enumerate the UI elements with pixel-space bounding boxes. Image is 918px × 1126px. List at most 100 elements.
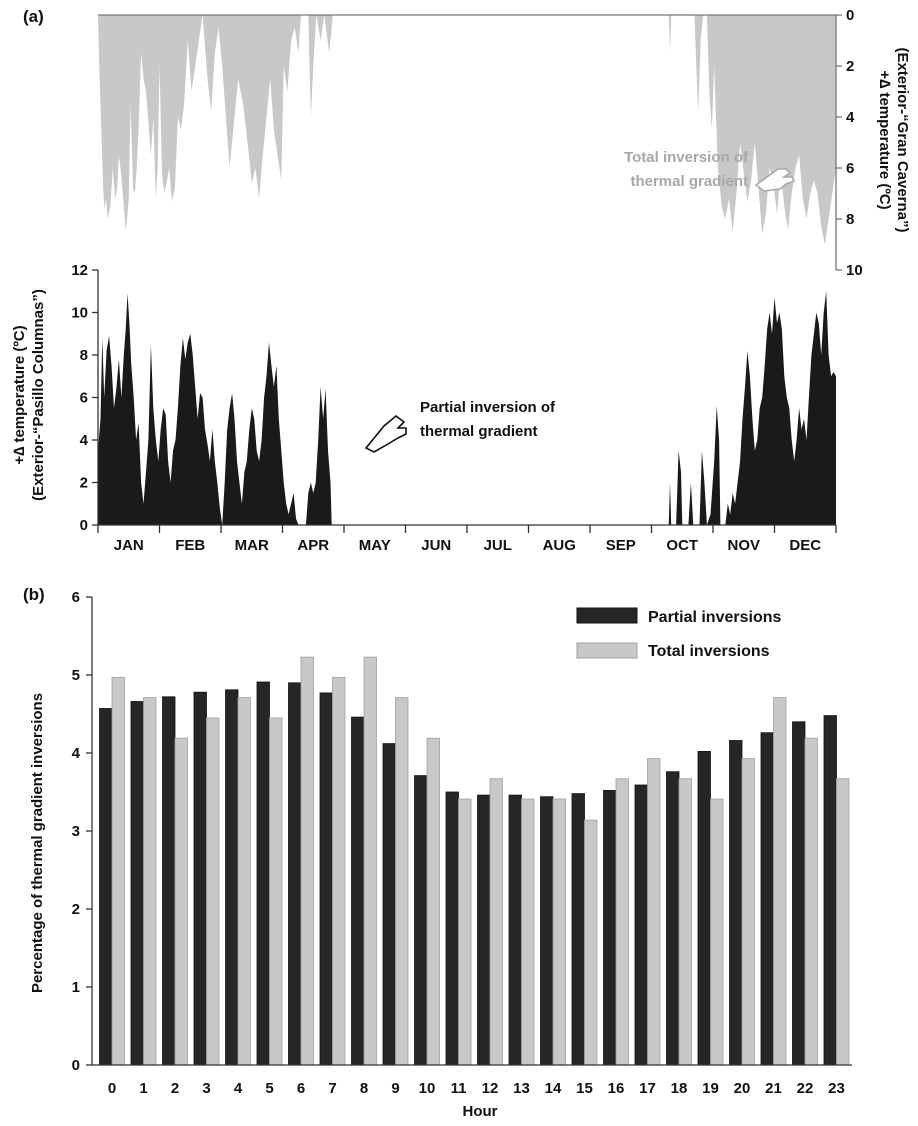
hour-tick-label: 9 [391,1080,399,1097]
bar-partial [256,681,270,1066]
pointing-hand-icon-black [364,414,407,453]
panel-b-label: (b) [23,585,45,604]
legend-swatch-total [576,642,638,659]
bar-partial [666,771,680,1066]
bar-partial [603,790,617,1066]
hour-tick-label: 4 [234,1080,243,1097]
panel-b-y-tick-label: 1 [72,979,80,996]
bar-total [395,697,409,1066]
panel-b-chart: 0 1 2 3 4 5 6 7 8 9 10 11 12 13 14 15 16 17 18 19 20 21 22 2301… [72,589,852,1097]
bar-total [300,656,314,1066]
bar-total [521,798,535,1066]
hour-tick-label: 23 [828,1080,845,1097]
month-label: AUG [543,537,576,554]
bar-partial [697,751,711,1066]
bar-total [584,819,598,1066]
bar-total [836,778,850,1066]
bar-total [458,798,472,1066]
bar-partial [288,682,302,1066]
hour-tick-label: 1 [139,1080,147,1097]
bar-partial [729,740,743,1066]
bar-total [647,758,661,1066]
legend-swatch-partial [576,607,638,624]
hour-tick-label: 7 [328,1080,336,1097]
panel-a-label: (a) [23,7,44,26]
bars [99,656,850,1066]
month-label: MAR [235,537,269,554]
partial-inversion-annotation-line1: Partial inversion of [420,399,556,416]
month-label: NOV [727,537,760,554]
bar-partial [99,708,113,1066]
bar-total [426,737,440,1066]
hour-tick-label: 22 [797,1080,814,1097]
month-label: JUN [421,537,451,554]
hour-tick-label: 8 [360,1080,368,1097]
left-tick-label: 12 [71,262,88,279]
right-tick-label: 0 [846,7,854,24]
bar-partial [414,775,428,1066]
panel-b-axes: 0 1 2 3 4 5 6 7 8 9 10 11 12 13 14 15 16 17 18 19 20 21 22 2301… [72,589,852,1097]
bar-partial [382,743,396,1066]
bar-partial [351,716,365,1066]
hour-tick-label: 16 [608,1080,625,1097]
bar-partial [225,689,239,1066]
month-label: JAN [114,537,144,554]
left-tick-label: 10 [71,305,88,322]
panel-b-x-axis-title: Hour [463,1103,498,1120]
panel-b-y-tick-label: 4 [72,745,81,762]
total-inversion-annotation-line1: Total inversion of [624,149,749,166]
bar-total [552,798,566,1066]
bar-total [237,697,251,1066]
right-axis-title-line2: (Exterior-“Gran Caverna”) [894,47,911,232]
left-tick-label: 4 [80,432,89,449]
hour-tick-label: 20 [734,1080,751,1097]
hour-tick-label: 2 [171,1080,179,1097]
bar-partial [193,691,207,1066]
month-label: SEP [606,537,636,554]
month-label: MAY [359,537,391,554]
right-tick-label: 4 [846,109,855,126]
bar-total [773,697,787,1066]
hour-tick-label: 13 [513,1080,530,1097]
right-axis-title-line1: +∆ temperature (ºC) [876,70,893,209]
bar-total [332,676,346,1066]
month-label: FEB [175,537,205,554]
left-tick-label: 6 [80,390,88,407]
bar-total [489,778,503,1066]
left-tick-label: 8 [80,347,88,364]
bar-total [678,778,692,1066]
right-tick-label: 8 [846,211,854,228]
bar-partial [445,791,459,1066]
bar-partial [634,784,648,1066]
bar-partial [319,692,333,1066]
right-tick-label: 2 [846,58,854,75]
bar-partial [477,794,491,1066]
pointing-hand-icon-gray [754,168,796,192]
left-axis-title-line2: (Exterior-“Pasillo Columnas”) [30,289,47,501]
total-inversion-annotation-line2: thermal gradient [630,173,748,190]
bar-total [363,656,377,1066]
month-label: APR [297,537,329,554]
bar-total [143,697,157,1066]
legend: Partial inversions Total inversions [576,607,781,660]
bar-partial [823,715,837,1066]
bar-partial [130,701,144,1066]
right-tick-label: 6 [846,160,854,177]
bar-partial [792,721,806,1066]
hour-tick-label: 14 [545,1080,562,1097]
hour-tick-label: 19 [702,1080,719,1097]
partial-inversion-area [98,291,836,525]
total-inversion-area [98,15,836,245]
panel-b-y-tick-label: 0 [72,1057,80,1074]
hour-tick-label: 12 [482,1080,499,1097]
month-label: JUL [484,537,512,554]
legend-label-partial: Partial inversions [648,609,781,626]
bar-partial [508,794,522,1066]
hour-tick-label: 17 [639,1080,656,1097]
panel-a-chart: 0 2 4 6 8 10 0 2 4 6 8 10 12 JAN FEB MAR APR MAY JUN JUL AU… [71,7,862,554]
hour-tick-label: 21 [765,1080,782,1097]
bar-total [269,717,283,1066]
bar-partial [571,793,585,1066]
hour-tick-label: 5 [265,1080,273,1097]
